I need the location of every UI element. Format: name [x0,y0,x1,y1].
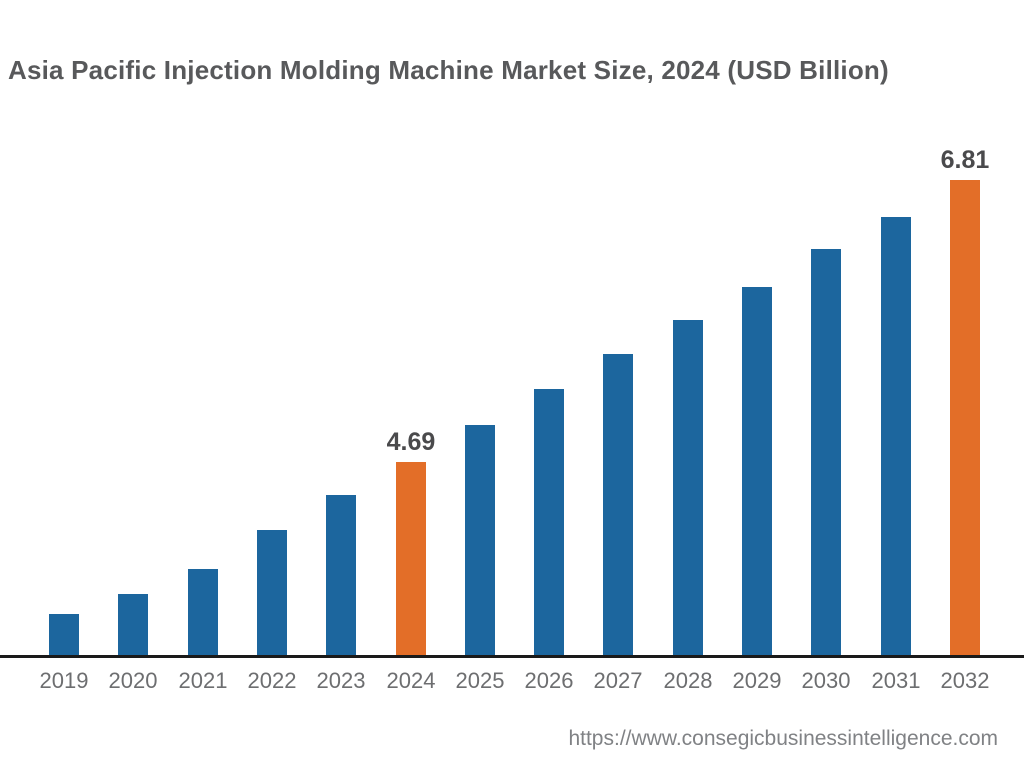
x-tick-2019: 2019 [39,668,89,693]
x-tick-2030: 2030 [801,668,851,693]
bar-2032 [950,180,980,655]
bar-2026 [534,389,564,655]
bar-2025 [465,425,495,655]
source-url: https://www.consegicbusinessintelligence… [568,727,998,750]
bar-2021 [188,569,218,655]
x-tick-2028: 2028 [663,668,713,693]
chart-title: Asia Pacific Injection Molding Machine M… [8,55,889,85]
bar-2022 [257,530,287,655]
data-label-2032: 6.81 [940,146,990,174]
x-tick-2024: 2024 [386,668,436,693]
bar-2027 [603,354,633,655]
bar-2031 [881,217,911,655]
x-tick-2020: 2020 [108,668,158,693]
x-tick-2025: 2025 [455,668,505,693]
x-tick-2031: 2031 [871,668,921,693]
x-tick-2021: 2021 [178,668,228,693]
bar-2024 [396,462,426,655]
bar-2028 [673,320,703,655]
x-tick-2023: 2023 [316,668,366,693]
x-tick-2026: 2026 [524,668,574,693]
bar-2020 [118,594,148,655]
x-tick-2029: 2029 [732,668,782,693]
bar-2029 [742,287,772,655]
data-label-2024: 4.69 [386,428,436,456]
bar-2019 [49,614,79,655]
x-axis-line [0,655,1024,658]
x-tick-2027: 2027 [593,668,643,693]
x-tick-2032: 2032 [940,668,990,693]
bar-2023 [326,495,356,655]
bar-2030 [811,249,841,655]
x-tick-2022: 2022 [247,668,297,693]
